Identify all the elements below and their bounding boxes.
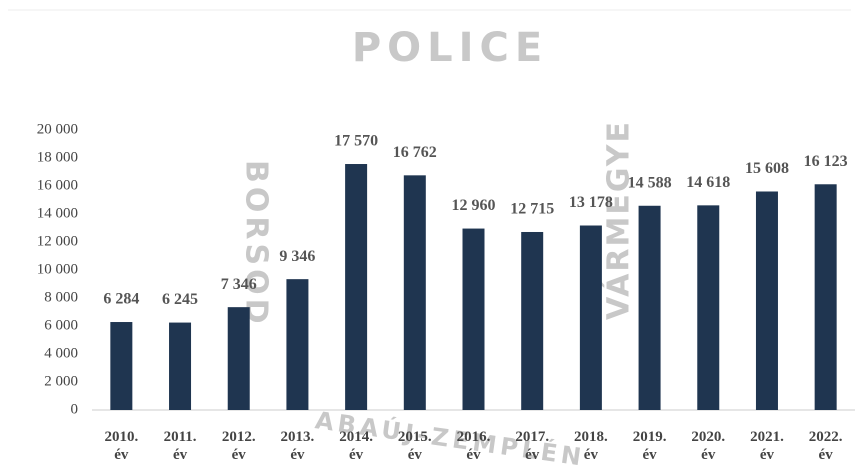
value-label: 16 762 (393, 144, 437, 161)
watermark-title: POLICE (352, 25, 548, 71)
value-label: 6 284 (103, 291, 139, 308)
bar (403, 175, 426, 410)
watermark-right: VÁRMEGYE (601, 120, 637, 320)
bar (286, 279, 309, 410)
y-tick-label: 16 000 (37, 177, 78, 193)
value-label: 15 608 (745, 160, 789, 177)
bar (521, 231, 544, 410)
value-label: 17 570 (334, 133, 378, 150)
y-tick-label: 8 000 (44, 289, 78, 305)
bar (227, 307, 250, 410)
x-tick-label: 2018. év (574, 429, 608, 463)
value-label: 6 245 (162, 291, 198, 308)
value-label: 14 618 (686, 174, 730, 191)
y-tick-label: 0 (71, 401, 79, 417)
x-tick-label: 2013. év (280, 429, 315, 463)
x-tick-label: 2020. év (691, 429, 726, 463)
x-tick-label: 2012. év (221, 429, 256, 463)
bar (697, 205, 720, 410)
watermark-left: BORSOD (239, 160, 274, 327)
value-label: 12 715 (510, 201, 554, 218)
bar (638, 205, 661, 410)
y-tick-label: 14 000 (37, 205, 78, 221)
bar (755, 191, 778, 410)
x-tick-label: 2010. év (104, 429, 139, 463)
y-tick-label: 12 000 (37, 233, 78, 249)
y-tick-label: 6 000 (44, 317, 78, 333)
bar (462, 228, 485, 410)
x-tick-label: 2016. év (456, 429, 491, 463)
value-label: 9 346 (279, 248, 315, 265)
x-tick-label: 2014. év (339, 429, 373, 463)
x-tick-label: 2011. év (163, 429, 197, 463)
x-tick-label: 2017. év (515, 429, 550, 463)
value-label: 14 588 (628, 174, 672, 191)
y-tick-label: 18 000 (37, 149, 78, 165)
value-label: 16 123 (804, 153, 848, 170)
y-tick-label: 20 000 (37, 121, 78, 137)
bar (169, 322, 192, 410)
y-tick-label: 10 000 (37, 261, 78, 277)
value-label: 12 960 (452, 197, 496, 214)
value-label: 13 178 (569, 194, 613, 211)
bar (110, 322, 133, 410)
value-label: 7 346 (221, 276, 257, 293)
bar (814, 184, 837, 410)
x-tick-label: 2021. év (750, 429, 784, 463)
bar (579, 225, 602, 410)
x-tick-label: 2019. év (632, 429, 667, 463)
y-tick-label: 4 000 (44, 345, 78, 361)
x-tick-label: 2022. év (808, 429, 843, 463)
x-tick-label: 2015. év (397, 429, 432, 463)
bar (345, 164, 368, 410)
y-tick-label: 2 000 (44, 373, 78, 389)
